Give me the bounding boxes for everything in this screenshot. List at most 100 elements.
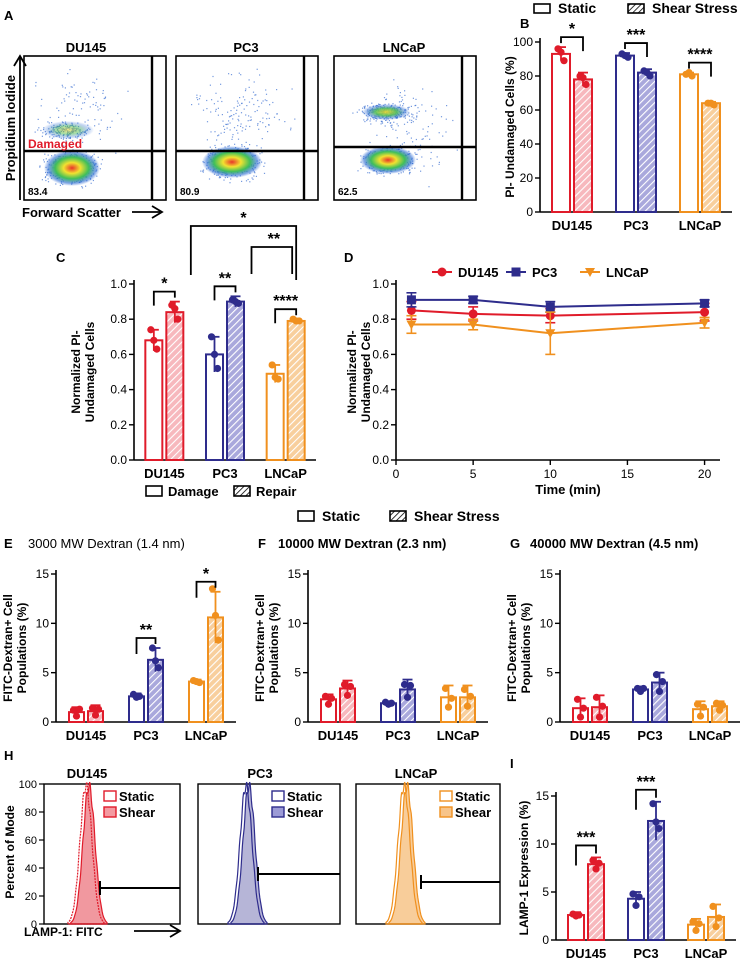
event-dot — [389, 144, 391, 147]
event-dot — [198, 98, 201, 100]
event-dot — [43, 161, 45, 163]
event-dot — [431, 123, 433, 125]
event-dot — [244, 90, 247, 92]
event-dot — [419, 148, 421, 151]
data-point — [234, 299, 243, 307]
event-dot — [396, 123, 398, 125]
panel-letter-e: E — [4, 536, 13, 551]
event-dot — [228, 145, 230, 147]
significance-bracket — [560, 36, 584, 52]
event-dot — [229, 129, 231, 131]
event-dot — [243, 108, 245, 110]
x-tick-label: LNCaP — [689, 728, 732, 743]
event-dot — [370, 123, 372, 125]
event-dot — [236, 105, 239, 107]
x-tick-label: 20 — [698, 467, 712, 481]
event-dot — [80, 93, 82, 95]
event-dot — [250, 116, 252, 118]
event-dot — [423, 165, 425, 167]
data-point — [699, 318, 710, 328]
event-dot — [278, 119, 280, 121]
event-dot — [100, 119, 102, 121]
flow-plot-lncap — [333, 55, 477, 201]
flow-title-pc3: PC3 — [233, 40, 258, 55]
event-dot — [47, 181, 50, 183]
y-tick-label: 5 — [542, 885, 549, 899]
event-dot — [98, 133, 100, 135]
event-dot — [225, 123, 227, 125]
y-tick-label: 0 — [31, 919, 37, 931]
event-dot — [220, 83, 222, 85]
event-dot — [233, 127, 236, 129]
event-dot — [260, 147, 262, 149]
event-dot — [393, 121, 395, 123]
significance-bracket — [135, 637, 157, 654]
histogram-shear — [230, 781, 268, 925]
event-dot — [83, 102, 86, 104]
y-axis-label: Normalized PI- — [69, 330, 83, 413]
event-dot — [438, 161, 440, 163]
panel-a-flow-plots: A DU145 PC3 LNCaP Damaged 83.4 80.9 62.5 — [3, 8, 477, 220]
event-dot — [386, 119, 388, 121]
data-point — [343, 691, 352, 699]
event-dot — [262, 117, 264, 119]
event-dot — [45, 179, 47, 182]
population-blob — [42, 121, 94, 139]
event-dot — [376, 173, 378, 175]
significance-label: *** — [627, 27, 646, 44]
data-point — [595, 859, 603, 867]
event-dot — [429, 138, 431, 140]
hist-legend-lncap: Static Shear — [439, 789, 491, 820]
event-dot — [401, 96, 403, 98]
event-dot — [406, 130, 408, 133]
event-dot — [64, 115, 66, 117]
event-dot — [120, 118, 123, 120]
event-dot — [230, 178, 232, 180]
event-dot — [202, 171, 204, 173]
legend-label-repair: Repair — [256, 484, 296, 499]
event-dot — [111, 120, 113, 122]
event-dot — [409, 172, 411, 174]
hist-legend-shear: Shear — [287, 805, 323, 820]
event-dot — [408, 132, 410, 134]
data-point — [94, 705, 103, 713]
x-tick-label: PC3 — [633, 946, 658, 961]
event-dot — [247, 120, 249, 122]
event-dot — [411, 119, 413, 121]
x-tick-label: 5 — [470, 467, 477, 481]
data-point — [688, 72, 696, 80]
event-dot — [262, 100, 264, 102]
event-dot — [220, 143, 223, 145]
event-dot — [427, 131, 429, 133]
significance-bracket — [688, 61, 712, 77]
legend-label: DU145 — [458, 265, 498, 280]
event-dot — [222, 120, 224, 122]
event-dot — [210, 131, 212, 133]
significance-bracket — [189, 225, 298, 280]
y-tick-label: 0.0 — [110, 453, 127, 467]
event-dot — [401, 99, 404, 101]
y-tick-label: 0.8 — [110, 312, 127, 326]
y-tick-label: 0.2 — [110, 418, 127, 432]
y-tick-label: 100 — [513, 35, 533, 49]
event-dot — [229, 182, 231, 184]
data-point — [699, 703, 708, 711]
y-tick-label: 0.0 — [372, 453, 389, 467]
event-dot — [214, 144, 216, 147]
event-dot — [399, 144, 401, 147]
event-dot — [58, 116, 60, 118]
event-dot — [411, 167, 413, 169]
event-dot — [265, 112, 267, 114]
data-point — [693, 700, 702, 708]
event-dot — [103, 97, 105, 100]
y-axis-label: Populations (%) — [15, 603, 29, 694]
data-point — [632, 901, 640, 910]
y-tick-label: 15 — [288, 567, 302, 581]
data-point — [295, 317, 303, 325]
event-dot — [82, 141, 84, 143]
event-dot — [109, 126, 111, 128]
data-point — [214, 636, 223, 644]
event-dot — [254, 94, 256, 96]
event-dot — [213, 103, 215, 105]
bar — [701, 102, 721, 213]
